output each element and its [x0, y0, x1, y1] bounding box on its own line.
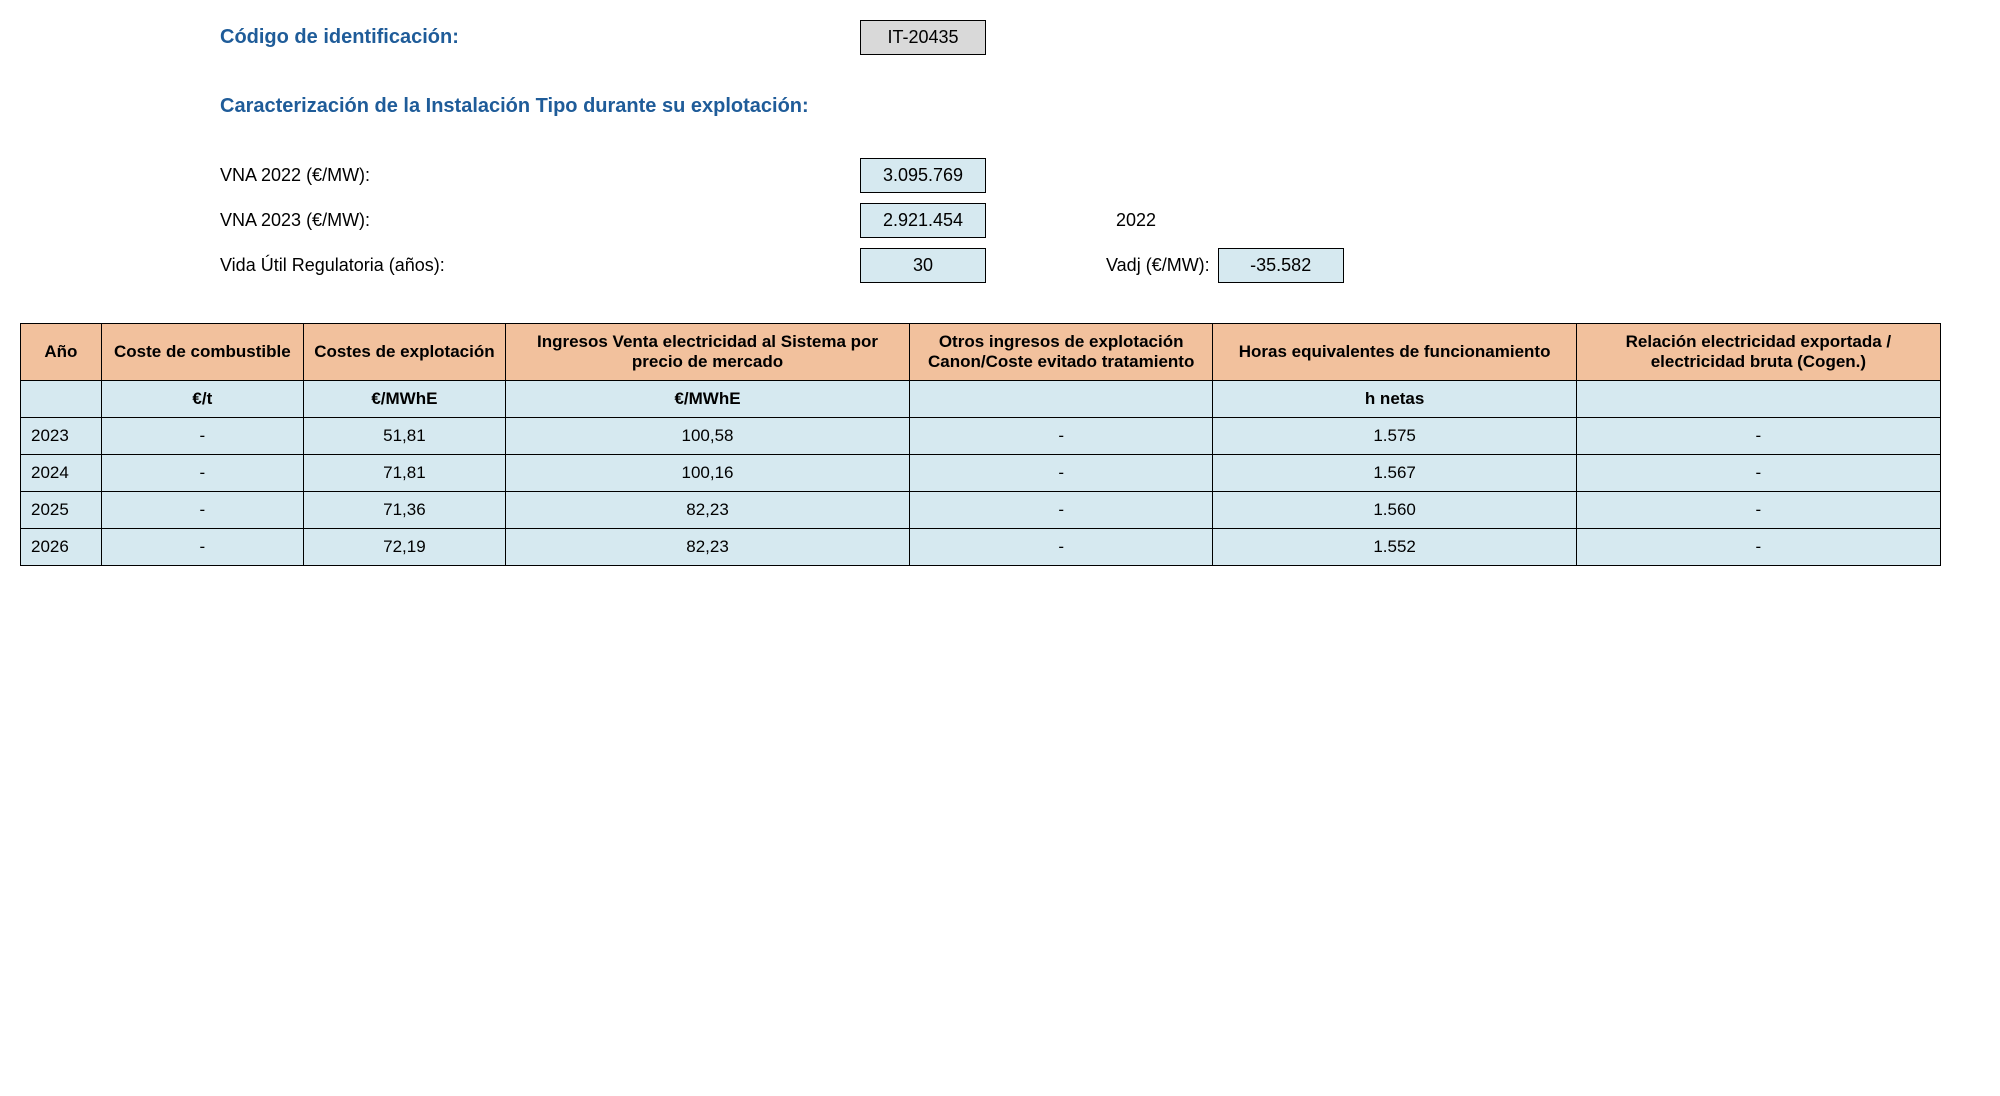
th-fuel: Coste de combustible	[101, 324, 303, 381]
unit-cell	[910, 381, 1213, 418]
cell: -	[1576, 418, 1940, 455]
cell: -	[910, 418, 1213, 455]
vna2022-label: VNA 2022 (€/MW):	[220, 165, 860, 186]
caracterizacion-row: Caracterización de la Instalación Tipo d…	[220, 95, 1980, 118]
cell: 100,58	[505, 418, 909, 455]
header-section: Código de identificación: IT-20435 Carac…	[220, 20, 1980, 283]
units-row: €/t €/MWhE €/MWhE h netas	[21, 381, 1941, 418]
cell: -	[101, 492, 303, 529]
codigo-row: Código de identificación: IT-20435	[220, 20, 1980, 55]
cell: 1.552	[1213, 529, 1577, 566]
vadj-value: -35.582	[1218, 248, 1344, 283]
vna2023-label: VNA 2023 (€/MW):	[220, 210, 860, 231]
cell: -	[1576, 529, 1940, 566]
cell: -	[910, 529, 1213, 566]
cell: -	[101, 529, 303, 566]
table-head: Año Coste de combustible Costes de explo…	[21, 324, 1941, 381]
unit-cell	[1576, 381, 1940, 418]
cell: 100,16	[505, 455, 909, 492]
cell: 1.567	[1213, 455, 1577, 492]
data-table: Año Coste de combustible Costes de explo…	[20, 323, 1941, 566]
cell-year: 2024	[21, 455, 102, 492]
table-row: 2026 - 72,19 82,23 - 1.552 -	[21, 529, 1941, 566]
table-body: €/t €/MWhE €/MWhE h netas 2023 - 51,81 1…	[21, 381, 1941, 566]
vna2022-row: VNA 2022 (€/MW): 3.095.769	[220, 158, 1980, 193]
table-row: 2025 - 71,36 82,23 - 1.560 -	[21, 492, 1941, 529]
year-ref: 2022	[1106, 210, 1166, 231]
vna2023-row: VNA 2023 (€/MW): 2.921.454 2022	[220, 203, 1980, 238]
cell: -	[1576, 455, 1940, 492]
cell: -	[1576, 492, 1940, 529]
cell: -	[101, 455, 303, 492]
vna2022-value: 3.095.769	[860, 158, 986, 193]
th-year: Año	[21, 324, 102, 381]
codigo-label: Código de identificación:	[220, 26, 860, 49]
vadj-label: Vadj (€/MW):	[1106, 255, 1210, 276]
cell-year: 2025	[21, 492, 102, 529]
th-otros: Otros ingresos de explotación Canon/Cost…	[910, 324, 1213, 381]
th-exp: Costes de explotación	[303, 324, 505, 381]
table-row: 2023 - 51,81 100,58 - 1.575 -	[21, 418, 1941, 455]
cell: 1.575	[1213, 418, 1577, 455]
cell-year: 2023	[21, 418, 102, 455]
cell-year: 2026	[21, 529, 102, 566]
unit-cell: €/MWhE	[303, 381, 505, 418]
unit-cell	[21, 381, 102, 418]
cell: 71,36	[303, 492, 505, 529]
th-rel: Relación electricidad exportada / electr…	[1576, 324, 1940, 381]
unit-cell: €/t	[101, 381, 303, 418]
year-ref-col: 2022	[1106, 210, 1166, 231]
table-header-row: Año Coste de combustible Costes de explo…	[21, 324, 1941, 381]
vida-util-label: Vida Útil Regulatoria (años):	[220, 255, 860, 276]
codigo-value: IT-20435	[860, 20, 986, 55]
unit-cell: h netas	[1213, 381, 1577, 418]
vida-util-value: 30	[860, 248, 986, 283]
th-ing: Ingresos Venta electricidad al Sistema p…	[505, 324, 909, 381]
vna2023-value: 2.921.454	[860, 203, 986, 238]
cell: 71,81	[303, 455, 505, 492]
vida-util-row: Vida Útil Regulatoria (años): 30 Vadj (€…	[220, 248, 1980, 283]
cell: -	[101, 418, 303, 455]
cell: -	[910, 492, 1213, 529]
unit-cell: €/MWhE	[505, 381, 909, 418]
caracterizacion-label: Caracterización de la Instalación Tipo d…	[220, 95, 809, 118]
cell: 1.560	[1213, 492, 1577, 529]
cell: 72,19	[303, 529, 505, 566]
cell: 82,23	[505, 529, 909, 566]
th-horas: Horas equivalentes de funcionamiento	[1213, 324, 1577, 381]
table-row: 2024 - 71,81 100,16 - 1.567 -	[21, 455, 1941, 492]
cell: 82,23	[505, 492, 909, 529]
vadj-col: Vadj (€/MW): -35.582	[1106, 248, 1344, 283]
cell: 51,81	[303, 418, 505, 455]
cell: -	[910, 455, 1213, 492]
